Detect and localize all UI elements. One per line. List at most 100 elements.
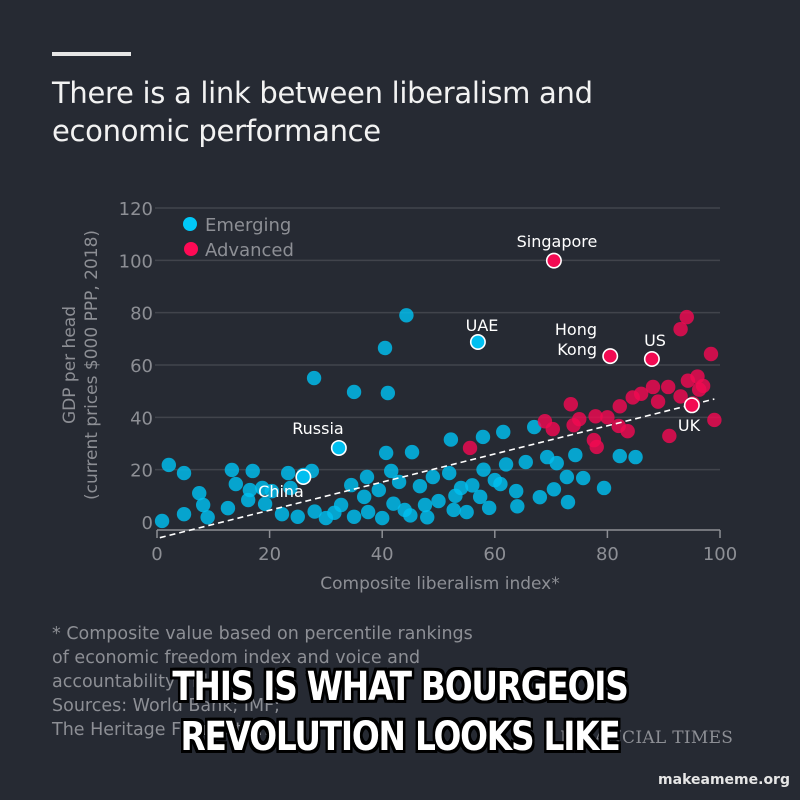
data-point [417, 497, 433, 513]
data-point [220, 500, 236, 516]
y-tick-label: 40 [130, 408, 153, 429]
data-point [359, 469, 375, 485]
data-point [386, 496, 401, 511]
y-tick-label: 80 [130, 304, 153, 325]
labeled-points [295, 252, 700, 485]
footnote-line-4: Sources: World Bank; IMF; [52, 696, 281, 716]
footnote-line-3: accountability index [52, 672, 229, 692]
legend: Emerging Advanced [183, 215, 294, 261]
data-point [549, 455, 564, 471]
data-point [195, 497, 211, 513]
data-point [360, 504, 376, 520]
data-point [176, 506, 192, 522]
data-point [245, 463, 260, 479]
data-point [465, 478, 480, 493]
data-point [380, 385, 396, 401]
data-point [412, 478, 428, 494]
x-tick-label: 0 [151, 544, 162, 565]
data-point [679, 309, 694, 325]
data-point [283, 480, 298, 496]
data-point [707, 412, 722, 428]
data-point [476, 462, 491, 477]
data-point [224, 462, 240, 478]
data-point [420, 510, 435, 525]
series-advanced [462, 253, 722, 456]
data-point [441, 465, 457, 481]
data-point [475, 429, 491, 445]
data-point [496, 424, 511, 440]
data-point [448, 488, 463, 504]
label-hong-kong-2: Kong [557, 340, 597, 359]
label-uk: UK [678, 416, 701, 435]
y-axis-ticks: 0 20 40 60 80 100 120 [119, 199, 153, 534]
footnote-line-5: The Heritage Foundation [52, 720, 269, 740]
highlighted-point [469, 333, 486, 350]
watermark: makeameme.org [658, 772, 790, 788]
trend-line [159, 398, 715, 539]
label-uae: UAE [466, 316, 499, 335]
chart-title: There is a link between liberalism and e… [52, 76, 593, 148]
series-emerging [154, 308, 643, 529]
data-point [274, 506, 290, 522]
data-point [612, 399, 627, 414]
y-axis-label-line1: GDP per head [60, 306, 80, 424]
data-point [192, 486, 207, 501]
data-point [446, 502, 461, 518]
x-axis-ticks: 0 20 40 60 80 100 [151, 530, 737, 565]
data-point [377, 340, 393, 356]
data-point [563, 397, 579, 412]
title-rule [52, 52, 131, 56]
data-point [378, 445, 394, 461]
footnote: * Composite value based on percentile ra… [52, 622, 572, 742]
data-point [612, 448, 627, 464]
label-russia: Russia [292, 419, 343, 438]
data-point [661, 379, 676, 395]
data-point [242, 482, 258, 498]
data-point [695, 378, 711, 394]
y-axis-label-line2: (current prices $000 PPP, 2018) [82, 230, 102, 500]
data-point [560, 494, 576, 510]
data-point [703, 346, 719, 362]
data-point [333, 497, 349, 513]
data-point [290, 509, 305, 524]
highlighted-point [295, 468, 312, 485]
data-point [404, 444, 420, 460]
data-point [518, 454, 533, 470]
data-point [306, 370, 322, 386]
brand-financial-times: FINANCIAL TIMES [560, 728, 734, 748]
data-point [481, 500, 497, 516]
data-point [645, 379, 661, 395]
data-point [154, 513, 170, 529]
y-tick-label: 20 [130, 461, 153, 482]
data-point [487, 472, 502, 488]
data-point [532, 489, 548, 505]
data-point [307, 504, 322, 519]
data-point [575, 470, 591, 486]
data-point [589, 439, 604, 455]
data-point [462, 440, 478, 456]
data-point [200, 510, 215, 525]
meme-caption-line-2: REVOLUTION LOOKS LIKE [180, 714, 620, 760]
y-tick-label: 120 [119, 199, 153, 220]
data-point [559, 469, 575, 485]
meme-caption-line-1: THIS IS WHAT BOURGEOIS [172, 664, 629, 710]
highlighted-point [330, 439, 347, 456]
data-point [443, 432, 459, 447]
data-point [257, 496, 273, 512]
data-point [568, 447, 583, 463]
highlighted-point [643, 350, 660, 367]
legend-advanced-label: Advanced [205, 240, 294, 261]
data-point [633, 386, 649, 401]
x-tick-label: 80 [596, 544, 619, 565]
data-point [673, 321, 688, 337]
x-tick-label: 20 [258, 544, 281, 565]
data-point [572, 411, 587, 427]
data-point [375, 510, 390, 526]
data-point [403, 508, 418, 523]
data-point [545, 421, 560, 437]
data-point [344, 477, 359, 493]
data-point [176, 465, 192, 481]
data-point [628, 449, 643, 465]
data-point [620, 424, 635, 439]
data-point [384, 463, 399, 479]
